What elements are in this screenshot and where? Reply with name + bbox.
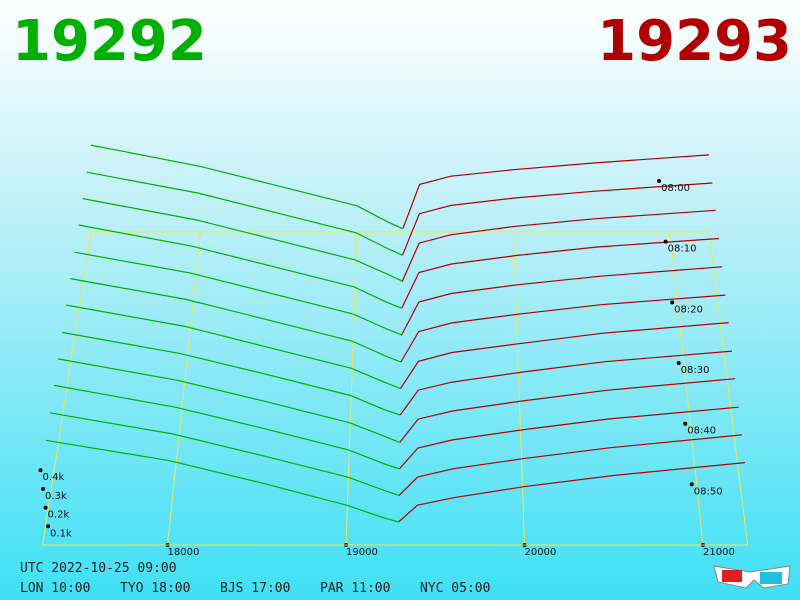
city-clock: PAR 11:00: [320, 581, 390, 596]
bid-depth-line: [62, 331, 401, 416]
bid-depth-line: [70, 278, 402, 363]
grid-line: [345, 231, 358, 546]
y-tick-mark: [43, 505, 48, 510]
z-tick-label: 08:10: [668, 244, 697, 255]
y-tick-mark: [46, 524, 51, 529]
bid-depth-line: [86, 171, 403, 256]
y-tick-mark: [41, 486, 46, 491]
left-axis: [42, 231, 92, 546]
z-tick-label: 08:30: [681, 365, 710, 376]
y-tick-label: 0.2k: [48, 510, 70, 521]
bid-depth-line: [82, 198, 403, 282]
ask-depth-line: [400, 266, 723, 336]
ask-depth-line: [398, 462, 746, 523]
plot: 18000 19000 20000 21000 08:00 08:10 08:20 08:30…: [38, 144, 749, 558]
ask-depth-line: [401, 237, 719, 309]
y-tick-label: 0.3k: [45, 491, 67, 502]
x-tick-label: 19000: [346, 547, 378, 558]
z-tick-label: 08:20: [674, 304, 703, 315]
city-clock: TYO 18:00: [120, 581, 190, 596]
z-tick-mark: [670, 300, 675, 305]
city-clock: NYC 05:00: [420, 581, 490, 596]
x-tick-label: 18000: [168, 547, 200, 558]
z-tick-label: 08:00: [661, 183, 690, 194]
ask-depth-line: [401, 209, 716, 282]
grid-line: [513, 231, 525, 546]
bid-depth-line: [53, 384, 400, 470]
grid-line: [167, 231, 201, 546]
ask-depth-line: [399, 378, 736, 443]
z-tick-label: 08:40: [687, 426, 716, 437]
ask-depth-line: [402, 154, 710, 229]
y-tick-label: 0.4k: [43, 472, 65, 483]
ask-depth-line: [401, 182, 713, 256]
ask-depth-line: [399, 350, 733, 416]
best-ask: 19293: [597, 9, 792, 74]
grid-line: [669, 231, 704, 546]
bid-depth-line: [45, 439, 399, 523]
bid-depth-line: [74, 251, 402, 336]
city-clock: BJS 17:00: [220, 581, 290, 596]
y-tick-mark: [38, 468, 43, 473]
ask-depth-line: [400, 294, 726, 363]
z-tick-mark: [689, 482, 694, 487]
x-tick-label: 20000: [525, 547, 557, 558]
z-tick-mark: [676, 361, 681, 366]
z-tick-mark: [683, 421, 688, 426]
bid-depth-line: [66, 304, 401, 390]
best-bid: 19292: [12, 9, 207, 74]
ask-depth-line: [398, 406, 739, 470]
ask-depth-line: [399, 322, 729, 389]
z-tick-mark: [663, 239, 668, 244]
z-tick-label: 08:50: [694, 486, 723, 497]
bid-depth-line: [49, 412, 399, 496]
x-tick-label: 21000: [703, 547, 735, 558]
bid-depth-line: [90, 144, 403, 230]
right-axis: [708, 231, 749, 546]
utc-clock: UTC 2022-10-25 09:00: [20, 561, 177, 576]
y-tick-label: 0.1k: [50, 528, 72, 539]
city-clock: LON 10:00: [20, 581, 90, 596]
3d-glasses-icon: [713, 565, 791, 589]
bid-depth-line: [78, 224, 402, 309]
city-clocks: LON 10:00 TYO 18:00 BJS 17:00 PAR 11:00 NYC …: [20, 581, 490, 596]
bid-depth-line: [57, 358, 400, 443]
z-tick-mark: [657, 179, 662, 183]
ask-depth-line: [398, 434, 742, 496]
